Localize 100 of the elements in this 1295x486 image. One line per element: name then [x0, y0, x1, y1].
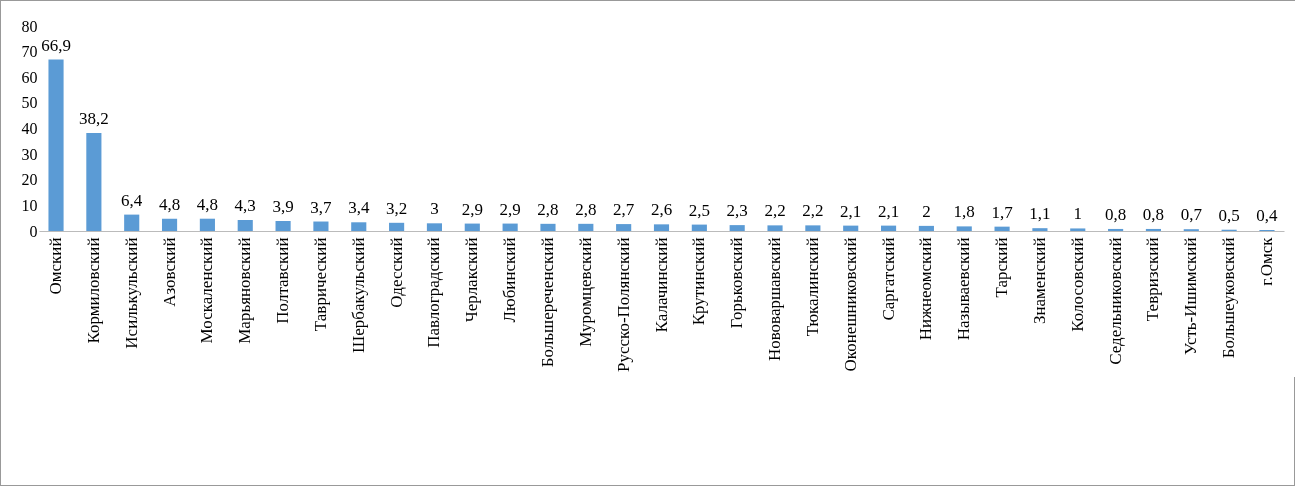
y-tick-label: 40: [21, 120, 38, 137]
x-tick-label: Исилькульский: [121, 237, 141, 349]
data-label: 2,9: [461, 199, 483, 219]
data-label: 2,7: [613, 200, 635, 220]
data-label: 0,7: [1180, 205, 1203, 225]
data-label: 0,5: [1218, 205, 1240, 225]
y-tick-label: 10: [21, 196, 38, 214]
bar: [956, 226, 972, 231]
data-label: 3,2: [385, 198, 408, 218]
bar: [1070, 228, 1086, 231]
data-label: 2,5: [688, 200, 710, 220]
data-label: 3,4: [348, 198, 370, 218]
data-label: 1,1: [1029, 204, 1051, 224]
bar: [691, 224, 707, 231]
y-tick-label: 20: [21, 171, 38, 189]
bar: [653, 224, 670, 231]
x-tick-label: Марьяновский: [235, 237, 255, 344]
data-label: 2,1: [877, 201, 900, 221]
bar: [540, 223, 556, 231]
bar: [578, 223, 594, 231]
x-tick-label: Нижнеомский: [916, 237, 936, 341]
bar: [880, 225, 897, 231]
bar: [313, 221, 329, 231]
bar: [502, 223, 518, 231]
data-label: 3: [430, 199, 439, 219]
x-tick-label: Тарский: [992, 237, 1012, 298]
x-tick-label: Тевризский: [1143, 237, 1163, 322]
x-tick-label: Нововаршавский: [765, 237, 785, 362]
y-tick-label: 50: [21, 94, 38, 112]
bar: [86, 133, 102, 231]
bar: [994, 226, 1010, 231]
bar: [843, 225, 859, 231]
x-tick-label: Кормиловский: [83, 237, 103, 344]
x-tick-label: Знаменский: [1029, 237, 1049, 325]
x-tick-label: Любинский: [500, 237, 520, 323]
y-tick-label: 0: [29, 222, 38, 240]
bar: [199, 218, 215, 231]
data-label: 38,2: [79, 109, 109, 129]
x-tick-label: Горьковский: [727, 237, 747, 329]
data-label: 0,8: [1104, 204, 1127, 224]
x-tick-label: Одесский: [386, 237, 406, 308]
x-tick-label: Русско-Полянский: [613, 237, 633, 373]
x-tick-label: Омский: [46, 237, 66, 295]
data-label: 2,2: [802, 201, 824, 221]
x-tick-label: Крутинский: [689, 237, 709, 326]
data-label: 2,6: [650, 200, 673, 220]
x-tick-label: Калачинский: [651, 237, 671, 333]
data-label: 2,2: [764, 201, 786, 221]
data-label: 3,7: [310, 197, 333, 217]
x-tick-label: Шербакульский: [348, 237, 368, 353]
bar: [464, 223, 480, 231]
data-label: 4,8: [196, 194, 219, 214]
bar: [1108, 228, 1124, 231]
bar: [389, 222, 405, 231]
x-tick-label: Тюкалинский: [802, 237, 822, 337]
bar: [1145, 228, 1162, 231]
x-tick-label: Черлакский: [462, 237, 482, 323]
x-tick-label: Муромцевский: [575, 237, 595, 347]
bar: [237, 219, 253, 231]
data-label: 2: [922, 201, 931, 221]
data-label: 1,8: [953, 202, 975, 222]
data-label: 6,4: [121, 190, 143, 210]
bar: [124, 214, 140, 231]
bar: [275, 221, 291, 231]
data-label: 4,3: [234, 195, 256, 215]
bar: [161, 218, 178, 231]
x-tick-label: Седельниковский: [1105, 237, 1125, 365]
data-label: 2,3: [726, 201, 748, 221]
x-tick-label: Полтавский: [273, 237, 293, 324]
x-tick-label: Большереченский: [537, 237, 557, 368]
bar: [426, 223, 443, 231]
bar: [1032, 228, 1048, 231]
x-tick-label: Оконешниковский: [840, 237, 860, 372]
bar: [918, 225, 934, 231]
data-label: 0,8: [1142, 204, 1165, 224]
x-tick-label: г.Омск: [1256, 236, 1276, 286]
data-label: 66,9: [41, 35, 71, 55]
y-tick-label: 30: [21, 145, 38, 163]
data-label: 2,8: [537, 199, 559, 219]
data-label: 3,9: [272, 197, 294, 217]
x-tick-label: Называевский: [954, 237, 974, 341]
data-label: 1,7: [991, 202, 1014, 222]
x-tick-label: Саргатский: [878, 237, 898, 321]
data-label: 2,1: [840, 201, 862, 221]
bar: [616, 224, 632, 231]
x-tick-label: Павлоградский: [424, 237, 444, 348]
bar: [729, 225, 745, 231]
data-label: 2,8: [575, 199, 597, 219]
x-tick-label: Москаленский: [197, 237, 217, 344]
bar: [351, 222, 367, 231]
y-tick-label: 60: [21, 68, 38, 86]
y-tick-label: 70: [21, 43, 38, 61]
x-tick-label: Таврический: [310, 237, 330, 332]
data-label: 4,8: [158, 194, 181, 214]
data-label: 2,9: [499, 199, 521, 219]
data-label: 1: [1073, 204, 1083, 224]
bar: [805, 225, 821, 231]
x-tick-label: Усть-Ишимский: [1181, 237, 1201, 356]
y-tick-label: 80: [21, 17, 38, 35]
x-tick-label: Большеуковский: [1219, 237, 1239, 359]
